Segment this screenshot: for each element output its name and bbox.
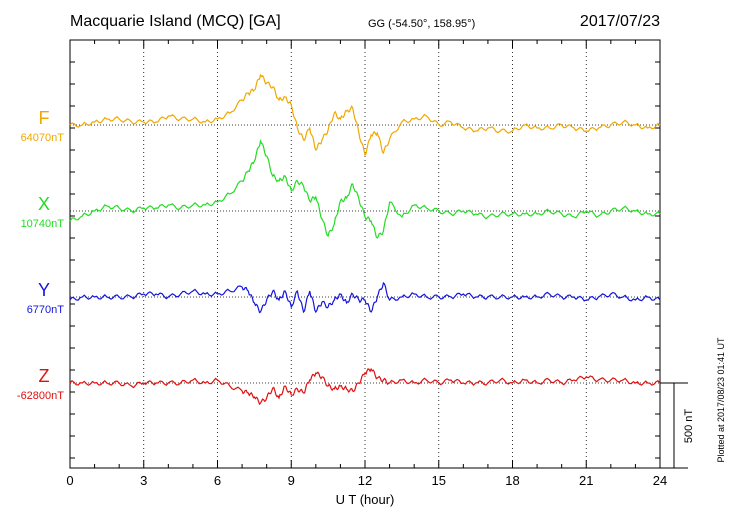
series-line-z	[69, 367, 661, 406]
station-coordinates: GG (-54.50°, 158.95°)	[368, 18, 475, 30]
series-line-f	[69, 73, 661, 157]
series-name-z: Z	[39, 366, 50, 386]
axis-ticks	[69, 40, 661, 468]
x-axis-label: U T (hour)	[336, 492, 395, 507]
series-name-f: F	[39, 108, 50, 128]
series-baseline-label-x: 10740nT	[21, 218, 65, 230]
x-tick-label-0: 0	[66, 473, 73, 488]
x-tick-label-7: 21	[579, 473, 593, 488]
x-tick-label-3: 9	[288, 473, 295, 488]
scale-bar-label: 500 nT	[683, 409, 695, 444]
series-line-x	[69, 138, 661, 239]
series-baseline-label-y: 6770nT	[27, 304, 65, 316]
plot-date: 2017/07/23	[580, 13, 660, 30]
scale-bar: 500 nT	[660, 382, 695, 469]
series-name-x: X	[38, 194, 50, 214]
station-title: Macquarie Island (MCQ) [GA]	[70, 13, 281, 30]
plotted-timestamp: Plotted at 2017/08/23 01:41 UT	[716, 337, 726, 463]
x-tick-label-1: 3	[140, 473, 147, 488]
series-baseline-label-z: -62800nT	[17, 390, 64, 402]
x-tick-label-2: 6	[214, 473, 221, 488]
series-labels: F 64070nT X 10740nT Y 6770nT Z -62800nT	[17, 108, 64, 402]
series-baseline-label-f: 64070nT	[21, 132, 65, 144]
x-tick-labels: 0 3 6 9 12 15 18 21 24	[66, 473, 667, 488]
series-name-y: Y	[38, 280, 50, 300]
vertical-gridlines	[143, 40, 587, 468]
baselines	[70, 124, 660, 384]
series-line-y	[69, 281, 661, 314]
x-tick-label-6: 18	[505, 473, 519, 488]
x-tick-label-5: 15	[432, 473, 446, 488]
x-tick-label-4: 12	[358, 473, 372, 488]
x-tick-label-8: 24	[653, 473, 667, 488]
series-lines	[69, 73, 661, 406]
